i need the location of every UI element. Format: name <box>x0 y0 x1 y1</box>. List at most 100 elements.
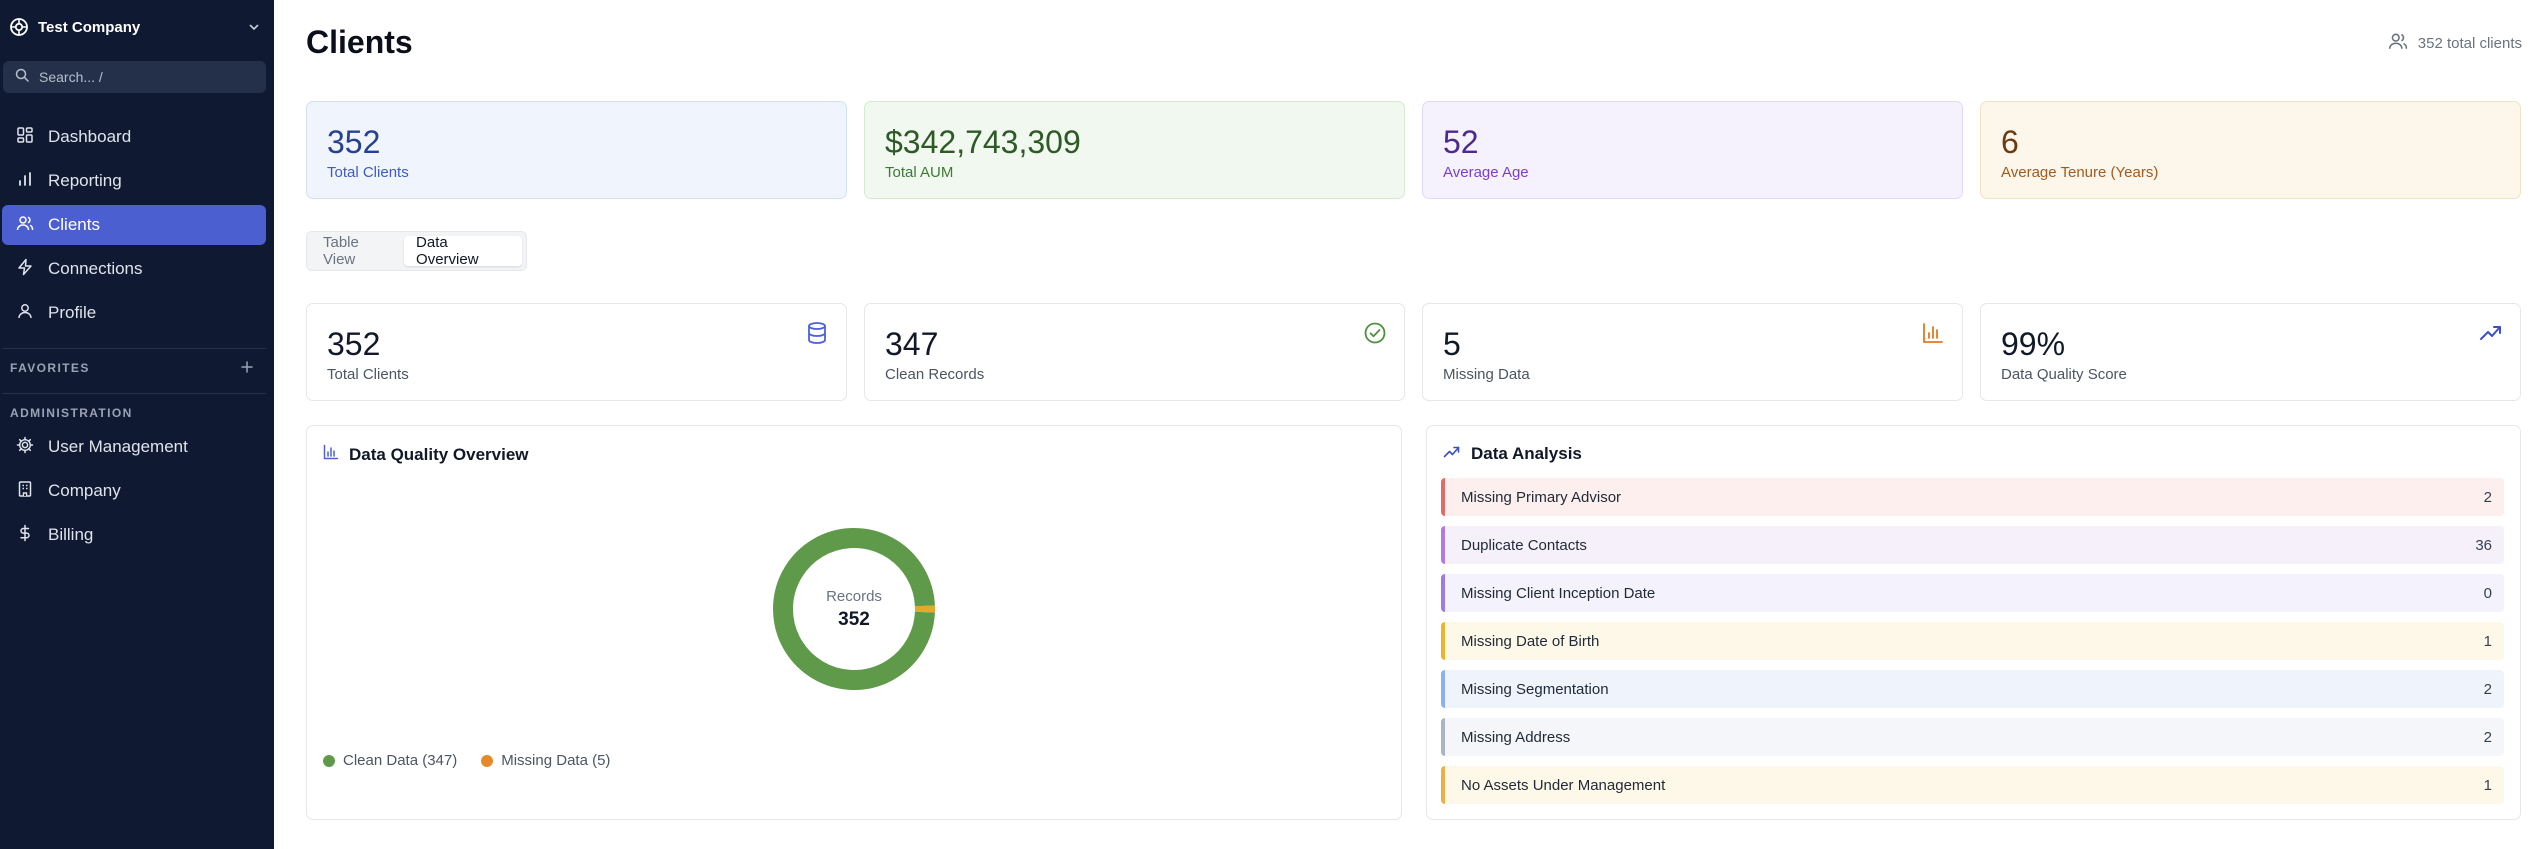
sidebar-item-company[interactable]: Company <box>2 471 266 511</box>
sidebar-divider <box>2 348 266 349</box>
analysis-row[interactable]: Duplicate Contacts 36 <box>1441 526 2504 564</box>
total-clients-label: 352 total clients <box>2417 34 2522 52</box>
legend-dot <box>323 754 335 767</box>
stat-card-total-clients: 352 Total Clients <box>306 101 847 199</box>
kpi-card-data-quality-score: 99% Data Quality Score <box>1980 303 2521 401</box>
tab-data-overview[interactable]: Data Overview <box>404 234 522 268</box>
sidebar-divider <box>2 393 266 394</box>
sidebar-item-label: Company <box>48 481 121 500</box>
kpi-card-clean-records: 347 Clean Records <box>864 303 1405 401</box>
donut-slice-clean[interactable] <box>773 528 935 690</box>
trending-up-icon <box>2478 320 2504 346</box>
sidebar-item-label: Dashboard <box>48 127 132 146</box>
legend-item-clean: Clean Data (347) <box>323 752 457 769</box>
bar-chart-icon <box>323 444 339 465</box>
company-switcher[interactable]: Test Company <box>8 14 262 40</box>
analysis-row-count: 0 <box>2483 584 2492 602</box>
analysis-row-label: No Assets Under Management <box>1461 776 1666 794</box>
analysis-row-label: Missing Client Inception Date <box>1461 584 1656 602</box>
analysis-row-count: 1 <box>2483 776 2492 794</box>
stat-value: 6 <box>2001 124 2019 160</box>
donut-center-label: Records <box>826 587 882 605</box>
kpi-card-total-clients: 352 Total Clients <box>306 303 847 401</box>
user-icon <box>16 302 34 325</box>
legend-label: Missing Data (5) <box>501 752 611 769</box>
stat-caption: Average Tenure (Years) <box>2001 164 2159 181</box>
stat-caption: Average Age <box>1443 164 1529 181</box>
bar-chart-icon <box>16 170 34 193</box>
total-clients-indicator: 352 total clients <box>2388 31 2522 55</box>
add-favorite-icon[interactable] <box>238 358 256 376</box>
legend-dot <box>481 754 494 767</box>
sidebar-item-label: Connections <box>48 259 143 278</box>
kpi-card-missing-data: 5 Missing Data <box>1422 303 1963 401</box>
kpi-caption: Clean Records <box>885 366 985 383</box>
building-icon <box>16 480 34 503</box>
page-title: Clients <box>306 24 413 60</box>
administration-label: ADMINISTRATION <box>10 406 133 420</box>
analysis-row[interactable]: Missing Primary Advisor 2 <box>1441 478 2504 516</box>
analysis-row[interactable]: No Assets Under Management 1 <box>1441 766 2504 804</box>
analysis-row-label: Missing Date of Birth <box>1461 632 1600 650</box>
stat-card-total-aum: $342,743,309 Total AUM <box>864 101 1405 199</box>
search-box[interactable] <box>3 61 266 93</box>
analysis-row-count: 1 <box>2483 632 2492 650</box>
sidebar-item-connections[interactable]: Connections <box>2 249 266 289</box>
search-input[interactable] <box>39 69 249 85</box>
analysis-row[interactable]: Missing Address 2 <box>1441 718 2504 756</box>
kpi-value: 347 <box>885 326 939 362</box>
dollar-icon <box>16 524 34 547</box>
stat-value: 52 <box>1443 124 1479 160</box>
sidebar-item-billing[interactable]: Billing <box>2 515 266 555</box>
database-icon <box>804 320 830 346</box>
stat-value: $342,743,309 <box>885 124 1081 160</box>
sidebar-item-profile[interactable]: Profile <box>2 293 266 333</box>
donut-chart-svg <box>773 528 935 690</box>
analysis-row-count: 2 <box>2483 728 2492 746</box>
panel-title: Data Analysis <box>1471 444 1582 463</box>
chart-legend: Clean Data (347) Missing Data (5) <box>323 752 634 769</box>
stat-card-average-age: 52 Average Age <box>1422 101 1963 199</box>
panel-title: Data Quality Overview <box>349 444 529 464</box>
donut-chart: Records 352 <box>773 528 935 690</box>
sidebar-item-dashboard[interactable]: Dashboard <box>2 117 266 157</box>
kpi-value: 99% <box>2001 326 2066 362</box>
tab-table-view[interactable]: Table View <box>323 234 359 268</box>
sidebar-item-reporting[interactable]: Reporting <box>2 161 266 201</box>
kpi-value: 352 <box>327 326 381 362</box>
chevron-down-icon[interactable] <box>246 19 262 35</box>
donut-center-value: 352 <box>838 608 870 630</box>
analysis-row-count: 2 <box>2483 680 2492 698</box>
analysis-row-count: 2 <box>2483 488 2492 506</box>
analysis-row-label: Missing Primary Advisor <box>1461 488 1622 506</box>
kpi-value: 5 <box>1443 326 1461 362</box>
analysis-row-label: Duplicate Contacts <box>1461 536 1587 554</box>
stat-card-average-tenure: 6 Average Tenure (Years) <box>1980 101 2521 199</box>
kpi-caption: Missing Data <box>1443 366 1530 383</box>
analysis-row[interactable]: Missing Client Inception Date 0 <box>1441 574 2504 612</box>
analysis-row-count: 36 <box>2475 536 2492 554</box>
company-name: Test Company <box>38 18 141 36</box>
lightning-icon <box>16 258 34 281</box>
favorites-label: FAVORITES <box>10 361 90 375</box>
legend-label: Clean Data (347) <box>343 752 458 769</box>
sidebar: Test Company Dashboard Reporting Clients… <box>0 0 274 849</box>
sidebar-item-label: Reporting <box>48 171 122 190</box>
analysis-row[interactable]: Missing Segmentation 2 <box>1441 670 2504 708</box>
sidebar-item-label: Billing <box>48 525 94 544</box>
sidebar-item-label: Profile <box>48 303 97 322</box>
kpi-caption: Data Quality Score <box>2001 366 2127 383</box>
legend-item-missing: Missing Data (5) <box>481 752 610 769</box>
users-icon <box>16 214 34 237</box>
sidebar-item-label: Clients <box>48 215 100 234</box>
stat-caption: Total Clients <box>327 164 409 181</box>
analysis-row-label: Missing Address <box>1461 728 1571 746</box>
view-tabs: Table View Data Overview <box>306 231 527 271</box>
data-analysis-panel: Data Analysis Missing Primary Advisor 2 Du… <box>1426 425 2521 820</box>
sidebar-item-clients[interactable]: Clients <box>2 205 266 245</box>
sidebar-item-user-management[interactable]: User Management <box>2 427 266 467</box>
gear-icon <box>16 436 34 459</box>
company-logo-icon <box>8 16 30 38</box>
analysis-row[interactable]: Missing Date of Birth 1 <box>1441 622 2504 660</box>
data-quality-overview-panel: Data Quality Overview Records 352 Clean … <box>306 425 1402 820</box>
